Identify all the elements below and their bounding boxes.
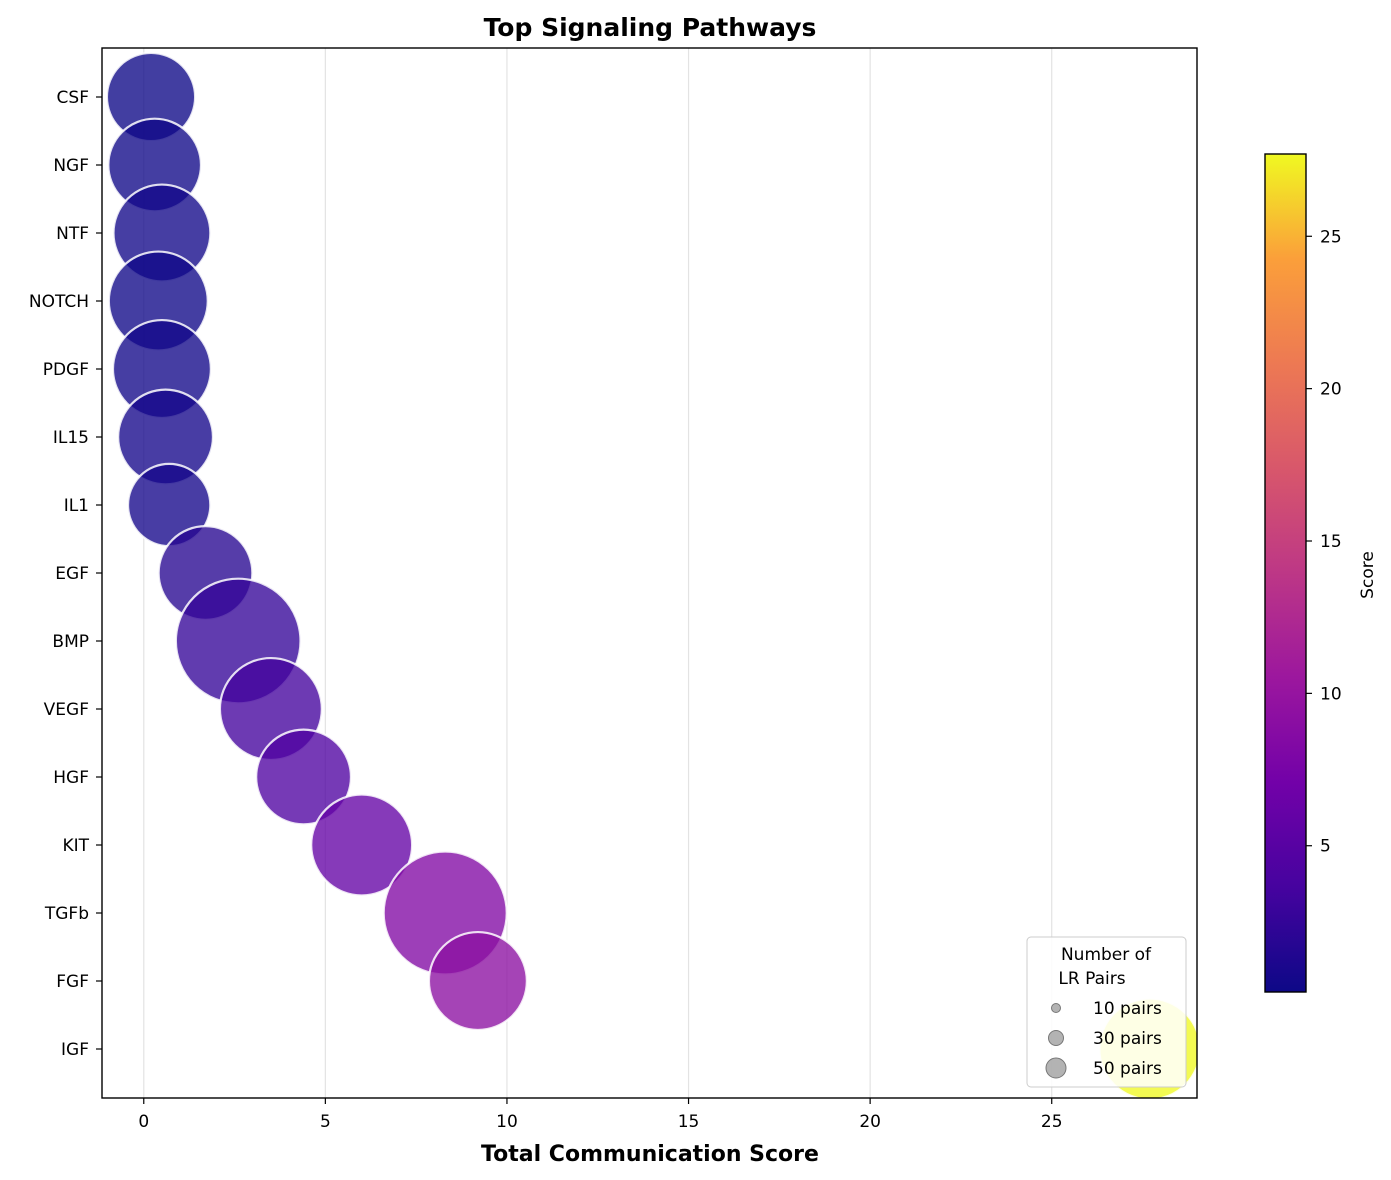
colorbar-tick-label: 20 (1320, 380, 1342, 400)
y-tick-label: NTF (56, 224, 89, 244)
y-tick-label: IL15 (53, 428, 89, 448)
x-tick-label: 20 (859, 1112, 881, 1132)
bubbles (105, 51, 1197, 1098)
x-axis-ticks: 0 5 10 15 20 25 (138, 1098, 1063, 1132)
colorbar-tick-label: 5 (1320, 837, 1331, 857)
colorbar-tick-label: 25 (1320, 227, 1342, 247)
colorbar-gradient (1264, 153, 1307, 993)
x-tick-label: 15 (678, 1112, 700, 1132)
colorbar: Score 5 10 15 20 25 (1264, 153, 1378, 993)
colorbar-tick-label: 10 (1320, 684, 1342, 704)
bubble-kit (310, 793, 414, 897)
legend-title-line1: Number of (1061, 945, 1152, 965)
bubble-hgf (255, 728, 353, 826)
y-tick-label: IL1 (64, 496, 89, 516)
legend-box (1026, 936, 1187, 1088)
y-tick-label: NGF (53, 156, 89, 176)
chart-title: Top Signaling Pathways (484, 13, 817, 42)
colorbar-tick-label: 15 (1320, 532, 1342, 552)
y-tick-label: NOTCH (29, 292, 89, 312)
legend-entry-label: 50 pairs (1093, 1059, 1162, 1079)
x-axis-title: Total Communication Score (481, 1142, 819, 1167)
y-tick-label: HGF (53, 768, 89, 788)
x-tick-label: 0 (138, 1112, 149, 1132)
x-tick-label: 25 (1041, 1112, 1063, 1132)
y-tick-label: KIT (62, 836, 89, 856)
y-tick-label: EGF (55, 564, 89, 584)
y-tick-label: PDGF (43, 360, 89, 380)
legend-marker (1048, 1030, 1064, 1046)
bubble-fgf (427, 930, 528, 1032)
size-legend: Number of LR Pairs 10 pairs 30 pairs 50 pa… (1026, 936, 1187, 1088)
y-tick-label: VEGF (44, 700, 89, 720)
y-tick-label: CSF (57, 88, 89, 108)
legend-entry-label: 10 pairs (1093, 999, 1162, 1019)
y-tick-label: TGFb (44, 904, 89, 924)
y-tick-label: BMP (52, 632, 89, 652)
x-tick-label: 5 (320, 1112, 331, 1132)
y-tick-label: FGF (56, 972, 89, 992)
x-tick-label: 10 (496, 1112, 518, 1132)
legend-title-line2: LR Pairs (1058, 969, 1125, 989)
grid-lines (143, 48, 1053, 1098)
y-tick-label: IGF (61, 1040, 89, 1060)
legend-entry-label: 30 pairs (1093, 1029, 1162, 1049)
legend-marker (1045, 1057, 1067, 1079)
colorbar-label: Score (1358, 551, 1378, 599)
legend-marker (1051, 1003, 1061, 1013)
y-axis-ticks: CSF NGF NTF NOTCH PDGF IL15 IL1 EGF BMP VEGF HGF KI… (29, 88, 102, 1060)
